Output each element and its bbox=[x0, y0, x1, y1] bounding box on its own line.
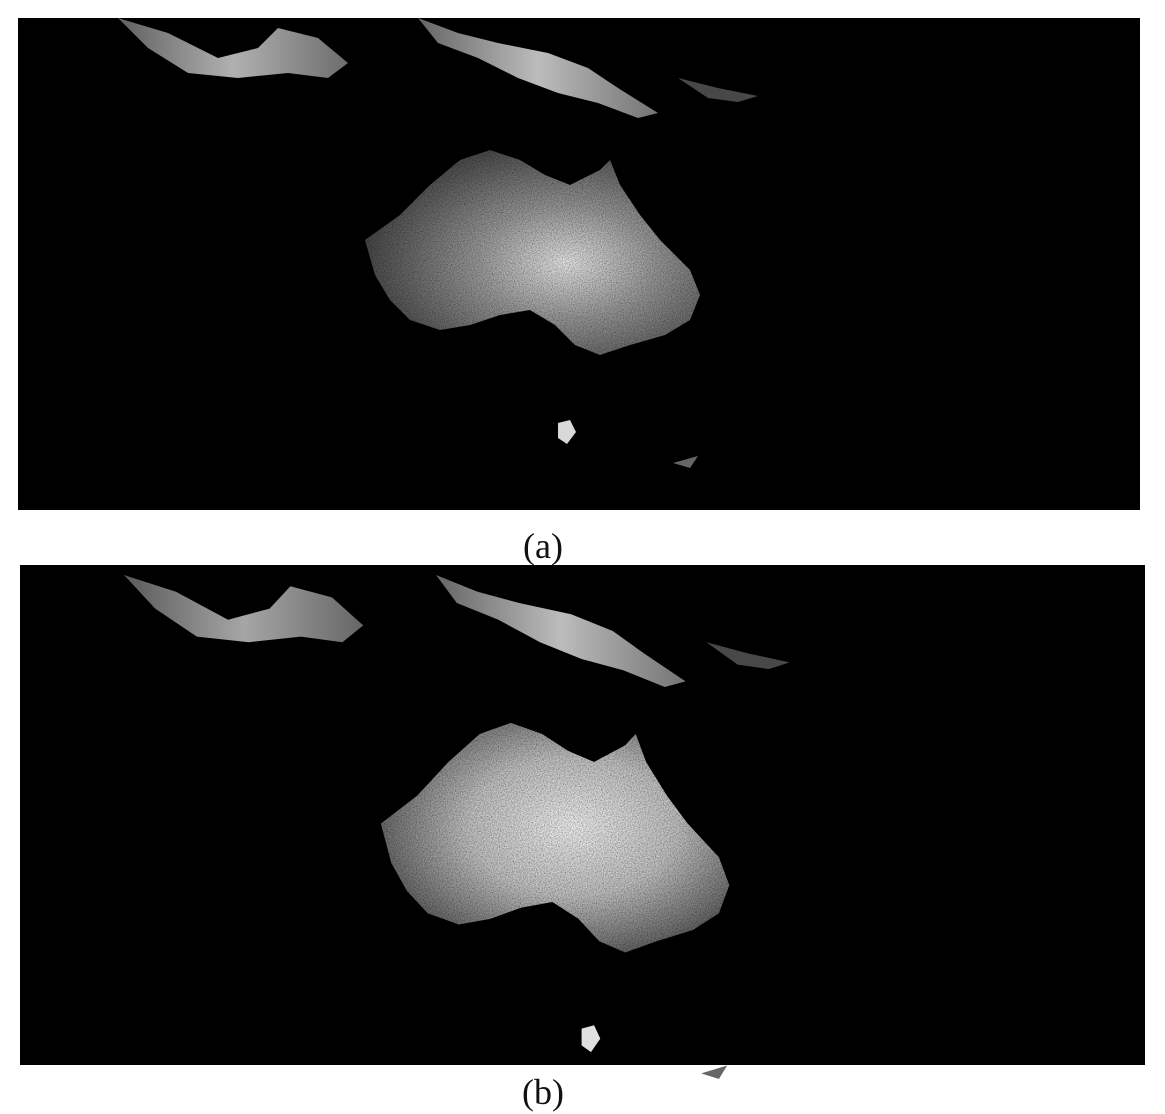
continent bbox=[380, 722, 730, 953]
cloud bbox=[678, 78, 758, 102]
cloud bbox=[118, 18, 348, 78]
island bbox=[673, 456, 698, 468]
panel-a: (a) bbox=[18, 18, 1140, 566]
cloud bbox=[418, 18, 658, 118]
island bbox=[558, 420, 576, 444]
image-content bbox=[124, 575, 790, 1079]
caption: (a) bbox=[523, 526, 563, 566]
continent bbox=[365, 150, 700, 355]
image-content bbox=[118, 18, 758, 468]
cloud bbox=[706, 642, 790, 670]
cloud bbox=[436, 575, 686, 687]
caption: (b) bbox=[522, 1072, 564, 1112]
island bbox=[701, 1065, 728, 1079]
panel-b: (b) bbox=[20, 565, 1145, 1112]
cloud bbox=[124, 575, 364, 643]
